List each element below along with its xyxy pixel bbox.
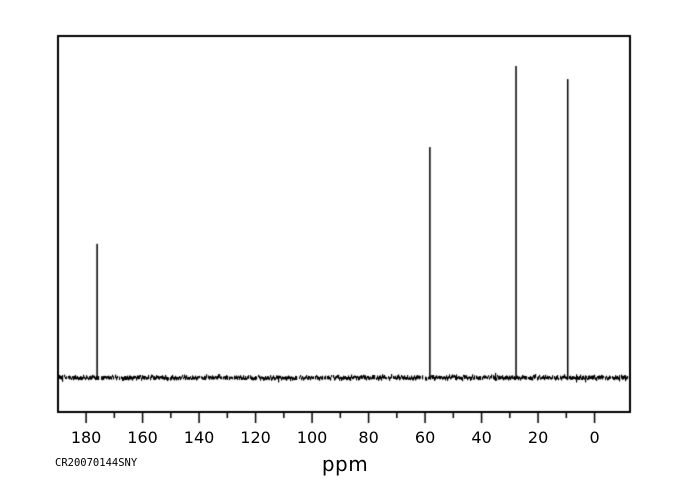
x-axis-label: ppm — [321, 452, 369, 476]
x-tick-label: 0 — [589, 428, 600, 447]
x-tick-label: 20 — [527, 428, 549, 447]
x-tick-label: 140 — [183, 428, 215, 447]
x-tick-label: 160 — [127, 428, 158, 447]
x-tick-label: 40 — [471, 428, 492, 447]
x-tick-label: 120 — [240, 428, 271, 447]
x-tick-label: 80 — [358, 428, 379, 447]
x-tick-label: 60 — [414, 428, 436, 447]
spectrum-id-label: CR20070144SNY — [55, 457, 138, 469]
x-tick-label: 100 — [296, 428, 328, 447]
x-tick-label: 180 — [70, 428, 102, 447]
